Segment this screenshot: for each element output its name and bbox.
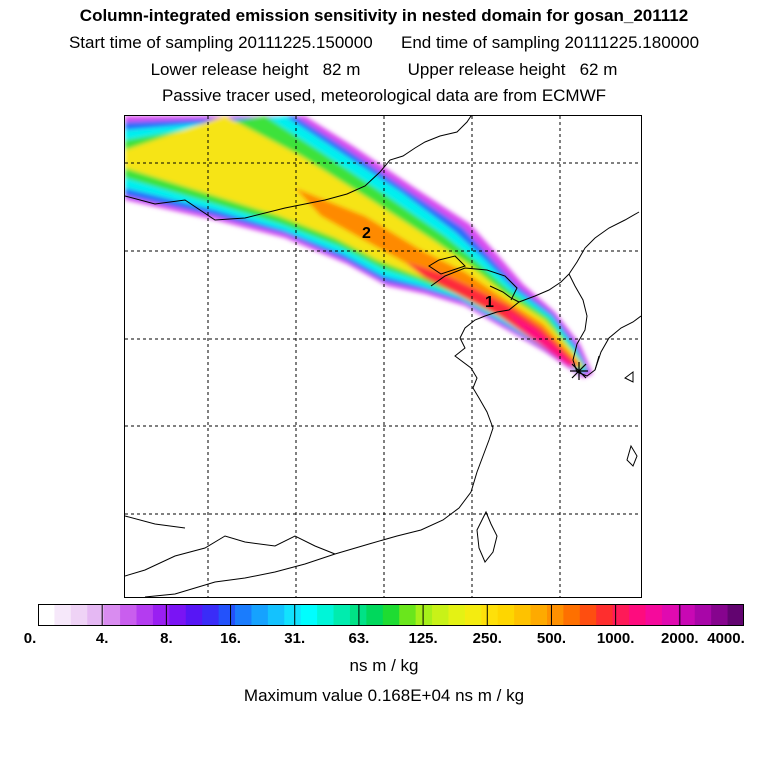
colorbar-cell xyxy=(152,604,170,626)
colorbar-cell xyxy=(202,604,220,626)
plume-layer-yellow xyxy=(125,116,583,368)
colorbar-cell xyxy=(481,604,499,626)
marker-label-1: 1 xyxy=(485,294,494,311)
colorbar-cell xyxy=(661,604,679,626)
colorbar-tick-label: 31. xyxy=(284,630,306,647)
colorbar-cell xyxy=(54,604,72,626)
colorbar-tick-label: 4000. xyxy=(707,630,745,647)
colorbar-cell xyxy=(596,604,614,626)
colorbar-cell xyxy=(284,604,302,626)
colorbar-cell xyxy=(563,604,581,626)
map-svg: 2 1 xyxy=(125,116,641,597)
colorbar-cell xyxy=(333,604,351,626)
sampling-times: Start time of sampling 20111225.150000 E… xyxy=(68,33,700,52)
colorbar-cell xyxy=(317,604,335,626)
colorbar-cell xyxy=(464,604,482,626)
colorbar-cell xyxy=(415,604,433,626)
maximum-value-text: Maximum value 0.168E+04 ns m / kg xyxy=(243,686,525,705)
colorbar-cell xyxy=(251,604,269,626)
colorbar-cell xyxy=(382,604,400,626)
tracer-info: Passive tracer used, meteorological data… xyxy=(161,86,607,105)
colorbar-cell xyxy=(629,604,647,626)
colorbar-tick-label: 2000. xyxy=(661,630,699,647)
colorbar-cell xyxy=(448,604,466,626)
colorbar-tick-label: 8. xyxy=(160,630,173,647)
colorbar-cell xyxy=(136,604,154,626)
plume-layer-core xyxy=(505,310,575,366)
colorbar-cell xyxy=(103,604,121,626)
colorbar-cell xyxy=(218,604,236,626)
colorbar-cell xyxy=(300,604,318,626)
colorbar-tick-label: 16. xyxy=(220,630,241,647)
release-heights: Lower release height 82 m Upper release … xyxy=(150,60,618,79)
colorbar-cell xyxy=(645,604,663,626)
colorbar-cell xyxy=(120,604,138,626)
colorbar-tick-label: 1000. xyxy=(596,630,635,647)
colorbar-tick-label: 250. xyxy=(472,630,502,647)
map-panel: 2 1 xyxy=(124,115,642,598)
colorbar-unit: ns m / kg xyxy=(349,656,419,675)
emission-plume xyxy=(125,116,593,378)
colorbar xyxy=(38,604,744,626)
colorbar-cell xyxy=(87,604,105,626)
colorbar-cell xyxy=(546,604,564,626)
colorbar-tick-label: 125. xyxy=(408,630,438,647)
colorbar-cell xyxy=(678,604,696,626)
colorbar-tick-label: 4. xyxy=(95,630,109,647)
colorbar-cell xyxy=(612,604,630,626)
colorbar-cell xyxy=(70,604,88,626)
graticule xyxy=(125,116,641,597)
colorbar-cell xyxy=(185,604,203,626)
colorbar-cell xyxy=(530,604,548,626)
colorbar-cell xyxy=(169,604,187,626)
colorbar-cell xyxy=(497,604,515,626)
colorbar-cell xyxy=(579,604,597,626)
coastlines xyxy=(125,116,641,597)
receptor-star-marker xyxy=(570,362,588,380)
colorbar-cell xyxy=(432,604,450,626)
colorbar-cell xyxy=(694,604,712,626)
colorbar-cell xyxy=(38,604,56,626)
marker-label-2: 2 xyxy=(362,225,371,242)
colorbar-cell xyxy=(399,604,417,626)
chart-title: Column-integrated emission sensitivity i… xyxy=(79,6,689,25)
colorbar-cell xyxy=(727,604,744,626)
colorbar-cell xyxy=(366,604,384,626)
colorbar-cell xyxy=(235,604,253,626)
colorbar-cell xyxy=(711,604,729,626)
colorbar-tick-label: 500. xyxy=(536,630,567,647)
colorbar-tick-label: 0. xyxy=(23,630,37,647)
colorbar-cell xyxy=(267,604,285,626)
colorbar-tick-label: 63. xyxy=(348,630,370,647)
colorbar-cell xyxy=(514,604,532,626)
